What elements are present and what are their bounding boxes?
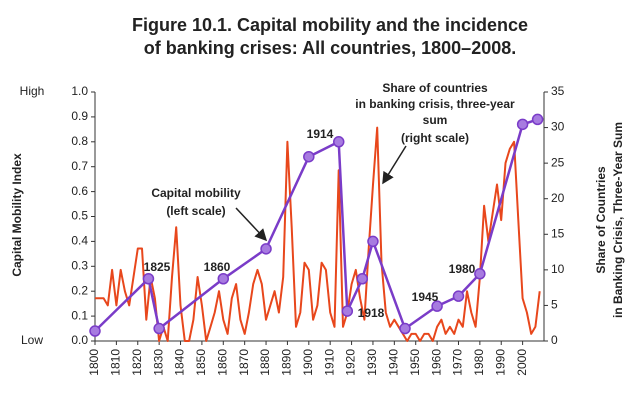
annotation: Share of countries: [382, 81, 488, 95]
y-tick-label: 0.2: [71, 283, 88, 297]
x-tick-label: 1830: [151, 349, 165, 376]
annotation: 1918: [358, 306, 385, 320]
annotation: 1825: [144, 260, 171, 274]
x-tick-label: 1940: [387, 349, 401, 376]
y2-tick-label: 25: [551, 155, 565, 169]
y2-tick-label: 15: [551, 226, 565, 240]
x-tick-label: 2000: [515, 349, 529, 376]
y2-tick-label: 30: [551, 120, 565, 134]
y-tick-label: 0.0: [71, 333, 88, 347]
arrow: [382, 145, 407, 185]
annotation: 1860: [204, 260, 231, 274]
x-tick-label: 1880: [258, 349, 272, 376]
annotation: Capital mobility: [151, 186, 241, 200]
x-tick-label: 1900: [301, 349, 315, 376]
x-tick-label: 1890: [280, 349, 294, 376]
x-tick-label: 1980: [472, 349, 486, 376]
x-tick-label: 1990: [493, 349, 507, 376]
y-tick-label: 0.6: [71, 184, 88, 198]
arrow: [235, 207, 268, 242]
annotation: 1945: [412, 290, 439, 304]
point: [356, 273, 369, 285]
point: [332, 136, 345, 148]
x-tick-label: 1860: [215, 349, 229, 376]
x-tick-label: 1840: [173, 349, 187, 376]
annotation: (left scale): [166, 204, 225, 218]
y-tick-label: 0.8: [71, 134, 88, 148]
y-tick-label: 0.7: [71, 159, 88, 173]
point: [452, 290, 465, 302]
x-tick-label: 1970: [451, 349, 465, 376]
annotation: sum: [423, 113, 448, 127]
x-tick-label: 1820: [130, 349, 144, 376]
point: [303, 150, 315, 163]
y-end-label: Low: [21, 333, 43, 347]
x-tick-label: 1920: [344, 349, 358, 376]
y-tick-label: 0.4: [71, 234, 88, 248]
y-tick-label: 0.5: [71, 209, 88, 223]
y2-tick-label: 20: [551, 191, 565, 205]
point: [217, 273, 230, 285]
point: [399, 322, 411, 335]
series-line: [94, 118, 538, 332]
point: [89, 325, 101, 337]
y-tick-label: 0.3: [71, 258, 88, 272]
y2-tick-label: 10: [551, 262, 565, 276]
x-tick-label: 1800: [87, 349, 101, 376]
point: [260, 243, 272, 255]
point: [153, 322, 165, 335]
annotation: 1914: [307, 127, 334, 141]
x-tick-label: 1950: [408, 349, 422, 376]
x-tick-label: 1870: [237, 349, 251, 376]
annotation: 1980: [449, 262, 476, 276]
y-tick-label: 0.1: [71, 308, 88, 322]
point: [431, 300, 443, 312]
x-tick-label: 1810: [109, 349, 123, 376]
y-tick-label: 1.0: [71, 84, 88, 98]
x-tick-label: 1960: [429, 349, 443, 376]
y-end-label: High: [20, 84, 45, 98]
chart-title: of banking crises: All countries, 1800–2…: [144, 38, 517, 58]
annotation: (right scale): [401, 131, 469, 145]
x-tick-label: 1930: [365, 349, 379, 376]
point: [516, 118, 529, 131]
y2-tick-label: 5: [551, 298, 558, 312]
x-tick-label: 1910: [322, 349, 336, 376]
point: [142, 273, 155, 285]
chart-title: Figure 10.1. Capital mobility and the in…: [132, 15, 528, 35]
y2-tick-label: 35: [551, 84, 565, 98]
y2-tick-label: 0: [551, 333, 558, 347]
series-line: [95, 126, 541, 342]
point: [367, 235, 379, 248]
y2-axis-title: in Banking Crisis, Three-Year Sum: [611, 122, 625, 318]
point: [474, 268, 486, 280]
y-axis-title: Capital Mobility Index: [10, 153, 24, 277]
y2-axis-title: Share of Countries: [594, 166, 608, 274]
annotation: in banking crisis, three-year: [355, 97, 515, 111]
y-tick-label: 0.9: [71, 109, 88, 123]
x-tick-label: 1850: [194, 349, 208, 376]
point: [531, 113, 544, 126]
point: [341, 305, 354, 317]
